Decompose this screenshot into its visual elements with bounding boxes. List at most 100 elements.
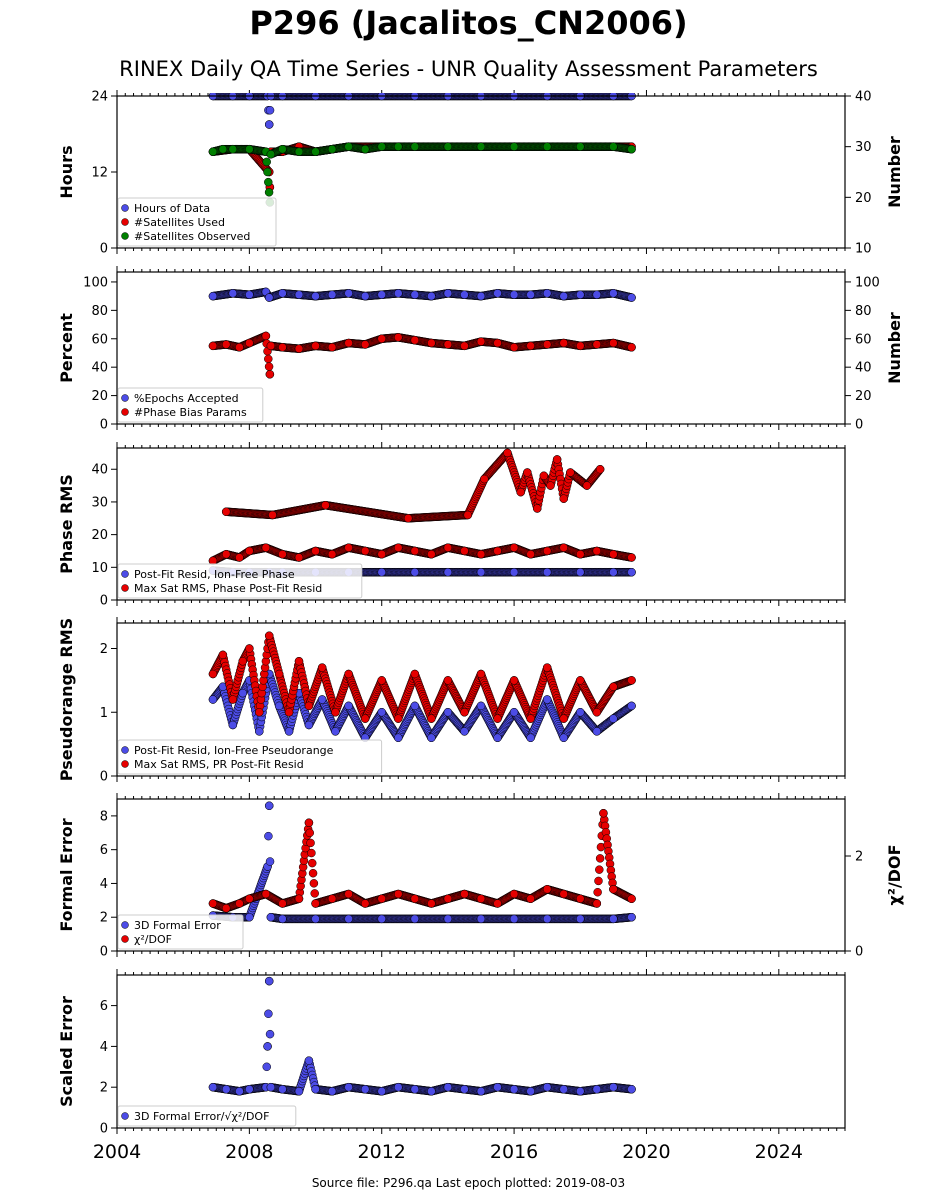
legend-marker bbox=[121, 570, 129, 578]
data-point bbox=[264, 354, 273, 364]
data-point bbox=[627, 343, 636, 352]
data-point bbox=[509, 543, 519, 552]
y-tick-label: 0 bbox=[100, 242, 108, 257]
legend-marker bbox=[121, 394, 129, 402]
data-point bbox=[278, 289, 287, 298]
data-point bbox=[460, 290, 469, 299]
y-tick-label: 0 bbox=[100, 594, 108, 609]
data-point bbox=[609, 338, 618, 348]
data-point bbox=[410, 567, 420, 577]
data-point bbox=[394, 333, 403, 342]
data-point bbox=[609, 549, 618, 559]
data-point bbox=[476, 567, 486, 577]
data-point bbox=[344, 142, 353, 151]
data-point bbox=[221, 549, 231, 559]
data-point bbox=[403, 514, 413, 523]
data-point bbox=[542, 289, 552, 298]
data-point bbox=[516, 487, 525, 497]
series-hours-of-data bbox=[208, 93, 636, 129]
data-point bbox=[264, 188, 274, 197]
data-point bbox=[235, 343, 244, 352]
y-axis-label-right: Number bbox=[885, 312, 904, 384]
data-point bbox=[360, 340, 370, 349]
data-point bbox=[559, 494, 568, 503]
legend-marker bbox=[121, 204, 129, 212]
data-point bbox=[542, 567, 552, 577]
data-point bbox=[264, 177, 273, 187]
y-tick-label: 20 bbox=[91, 528, 108, 543]
marks-group bbox=[208, 287, 636, 379]
legend-box bbox=[117, 387, 264, 423]
data-point bbox=[443, 340, 453, 349]
data-point bbox=[566, 468, 575, 477]
series-phase-bias-params bbox=[208, 331, 636, 379]
data-point bbox=[360, 291, 370, 301]
data-point bbox=[526, 341, 535, 351]
data-point bbox=[480, 474, 489, 484]
data-point bbox=[394, 543, 403, 552]
data-point bbox=[443, 142, 453, 151]
legend-marker bbox=[121, 584, 129, 592]
data-point bbox=[263, 167, 272, 177]
y-axis-label-right: Number bbox=[885, 136, 904, 208]
data-point bbox=[542, 142, 552, 151]
data-point bbox=[576, 567, 585, 577]
data-point bbox=[509, 567, 519, 577]
data-point bbox=[208, 291, 218, 301]
panel-hours: 0 12 24 10 20 30 40 Hours of Data#Satellites Us… bbox=[57, 90, 904, 257]
data-point bbox=[377, 290, 386, 299]
data-point bbox=[592, 340, 602, 349]
data-point bbox=[463, 510, 473, 520]
y-tick-label: 0 bbox=[100, 770, 108, 785]
data-point bbox=[294, 553, 304, 562]
data-point bbox=[542, 546, 552, 556]
data-point bbox=[327, 290, 337, 299]
legend-label: #Phase Bias Params bbox=[134, 406, 247, 419]
y-tick-label-right: 80 bbox=[855, 304, 872, 319]
y-axis-label: Percent bbox=[57, 313, 76, 383]
data-point bbox=[509, 290, 519, 299]
data-point bbox=[526, 290, 535, 299]
y-tick-label: 100 bbox=[83, 275, 108, 290]
y-tick-label-right: 20 bbox=[855, 191, 872, 206]
data-point bbox=[245, 338, 254, 348]
y-tick-label: 0 bbox=[100, 418, 108, 433]
data-point bbox=[476, 549, 486, 559]
y-axis-label: Phase RMS bbox=[57, 474, 76, 574]
y-tick-label: 10 bbox=[91, 561, 108, 576]
marks-group bbox=[208, 631, 636, 742]
legend-marker bbox=[121, 408, 129, 416]
data-point bbox=[264, 120, 274, 129]
data-point bbox=[609, 567, 618, 577]
series-max-sat-rms-phase-post-fit-resid bbox=[208, 543, 636, 566]
data-point bbox=[377, 334, 386, 344]
data-point bbox=[294, 290, 304, 299]
data-point bbox=[460, 341, 469, 351]
panel-percent: 0 20 40 60 80 100 0 20 40 60 80 100 %Epochs Accepted… bbox=[57, 266, 904, 433]
data-point bbox=[476, 142, 486, 151]
data-point bbox=[443, 567, 453, 577]
y-tick-label-right: 10 bbox=[855, 242, 872, 257]
y-tick-label-right: 60 bbox=[855, 332, 872, 347]
data-point bbox=[327, 144, 337, 154]
panel-frame bbox=[116, 95, 846, 249]
data-point bbox=[327, 343, 337, 352]
data-point bbox=[344, 289, 353, 298]
figure-title: P296 (Jacalitos_CN2006) bbox=[249, 4, 688, 42]
data-point bbox=[427, 291, 436, 301]
data-point bbox=[476, 337, 486, 346]
y-tick-label: 40 bbox=[91, 463, 108, 478]
legend-label: #Satellites Observed bbox=[134, 230, 250, 243]
data-point bbox=[377, 549, 386, 559]
data-point bbox=[410, 290, 420, 299]
marks-group bbox=[208, 448, 636, 577]
data-point bbox=[311, 546, 320, 556]
y-axis-label: Hours bbox=[57, 145, 76, 198]
data-point bbox=[311, 341, 320, 351]
data-point bbox=[261, 331, 271, 341]
data-point bbox=[245, 290, 254, 299]
legend-box bbox=[117, 197, 277, 247]
data-point bbox=[327, 549, 337, 559]
data-point bbox=[627, 567, 636, 577]
